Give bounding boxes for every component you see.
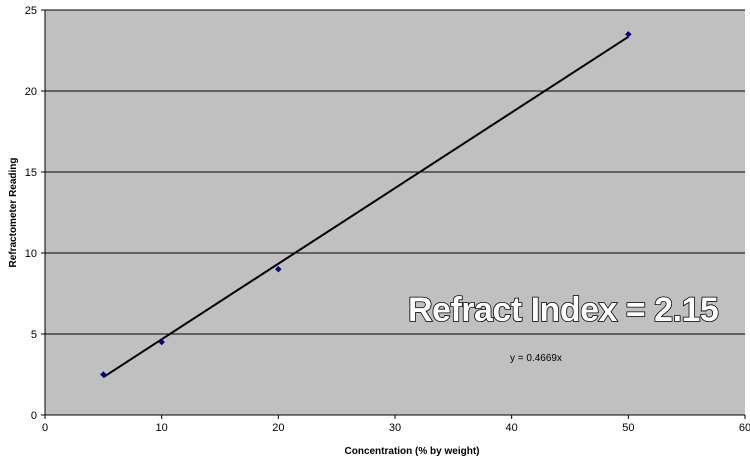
- x-tick-label: 30: [389, 422, 401, 434]
- x-axis-title: Concentration (% by weight): [345, 446, 480, 457]
- data-point: [158, 338, 165, 346]
- data-point: [100, 371, 107, 378]
- x-tick-label: 40: [506, 422, 518, 434]
- y-tick-label: 15: [25, 167, 37, 179]
- trendline-equation: y = 0.4669x: [510, 353, 562, 364]
- y-axis-title: Refractometer Reading: [8, 157, 19, 267]
- refract-index-annotation: Refract Index = 2.15: [408, 291, 718, 329]
- y-tick-label: 25: [25, 5, 37, 17]
- y-tick-label: 5: [31, 329, 37, 341]
- data-points: [100, 31, 632, 378]
- data-point: [275, 266, 282, 273]
- x-tick-label: 50: [622, 422, 634, 434]
- gridlines: [45, 9, 745, 335]
- x-tick-labels: 0 10 20 30 40 50 60: [42, 422, 750, 434]
- x-tick-label: 20: [272, 422, 284, 434]
- x-tick-label: 10: [156, 422, 168, 434]
- y-tick-label: 0: [31, 410, 37, 422]
- axes: [41, 9, 746, 419]
- plot-area: [45, 10, 745, 415]
- y-tick-label: 20: [25, 86, 37, 98]
- data-point: [625, 31, 632, 38]
- y-tick-label: 10: [25, 248, 37, 260]
- x-tick-label: 60: [739, 422, 750, 434]
- y-tick-labels: 0 5 10 15 20 25: [25, 5, 37, 422]
- x-tick-label: 0: [42, 422, 48, 434]
- trendline: [102, 35, 629, 379]
